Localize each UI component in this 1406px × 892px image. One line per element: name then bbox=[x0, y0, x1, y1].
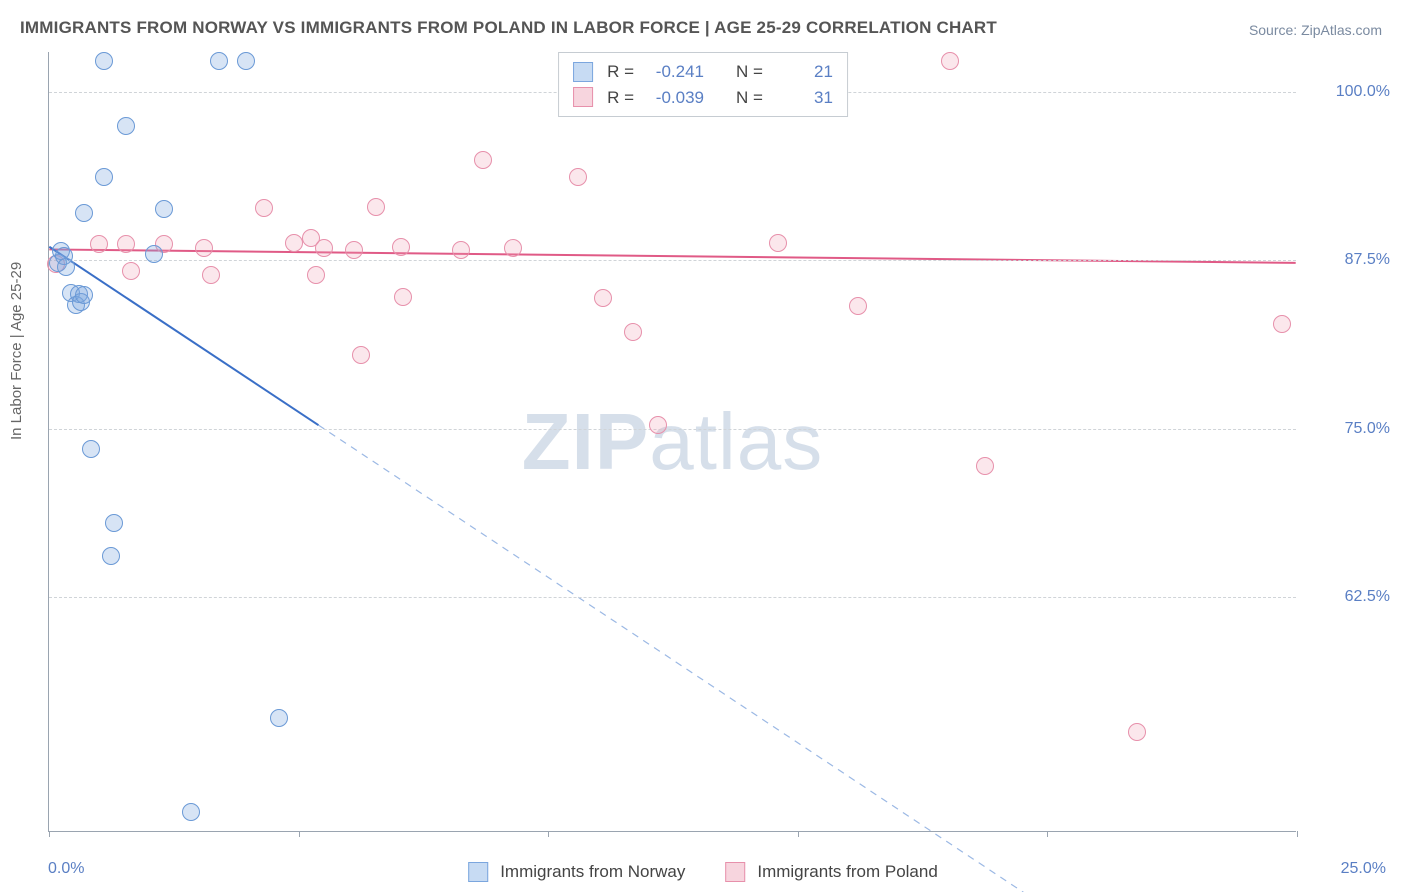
scatter-point bbox=[195, 239, 213, 257]
scatter-point bbox=[452, 241, 470, 259]
watermark: ZIPatlas bbox=[522, 396, 823, 488]
scatter-point bbox=[145, 245, 163, 263]
legend-r-value: -0.039 bbox=[644, 85, 704, 111]
y-tick-label: 87.5% bbox=[1310, 251, 1390, 269]
legend-n-label: N = bbox=[736, 59, 763, 85]
scatter-point bbox=[102, 547, 120, 565]
scatter-point bbox=[594, 289, 612, 307]
scatter-point bbox=[105, 514, 123, 532]
scatter-point bbox=[202, 266, 220, 284]
scatter-point bbox=[270, 709, 288, 727]
legend-label: Immigrants from Poland bbox=[757, 862, 937, 882]
legend-swatch bbox=[573, 62, 593, 82]
x-tick bbox=[798, 831, 799, 837]
x-axis-start-label: 0.0% bbox=[48, 860, 84, 878]
gridline bbox=[49, 429, 1296, 430]
legend-r-label: R = bbox=[607, 85, 634, 111]
scatter-point bbox=[345, 241, 363, 259]
chart-title: IMMIGRANTS FROM NORWAY VS IMMIGRANTS FRO… bbox=[20, 18, 997, 38]
legend-item: Immigrants from Norway bbox=[468, 862, 685, 882]
scatter-point bbox=[392, 238, 410, 256]
series-legend: Immigrants from Norway Immigrants from Po… bbox=[468, 862, 938, 882]
correlation-legend: R = -0.241 N = 21 R = -0.039 N = 31 bbox=[558, 52, 848, 117]
scatter-point bbox=[122, 262, 140, 280]
legend-r-label: R = bbox=[607, 59, 634, 85]
legend-n-label: N = bbox=[736, 85, 763, 111]
scatter-point bbox=[474, 151, 492, 169]
legend-n-value: 31 bbox=[773, 85, 833, 111]
x-tick bbox=[299, 831, 300, 837]
source-attribution: Source: ZipAtlas.com bbox=[1249, 22, 1382, 38]
scatter-point bbox=[1128, 723, 1146, 741]
legend-swatch bbox=[573, 87, 593, 107]
scatter-point bbox=[941, 52, 959, 70]
scatter-point bbox=[394, 288, 412, 306]
scatter-point bbox=[75, 204, 93, 222]
scatter-point bbox=[117, 117, 135, 135]
scatter-point bbox=[255, 199, 273, 217]
x-tick bbox=[49, 831, 50, 837]
scatter-point bbox=[649, 416, 667, 434]
scatter-point bbox=[75, 286, 93, 304]
scatter-point bbox=[57, 258, 75, 276]
scatter-point bbox=[210, 52, 228, 70]
scatter-point bbox=[117, 235, 135, 253]
scatter-point bbox=[95, 52, 113, 70]
legend-swatch bbox=[468, 862, 488, 882]
plot-area: ZIPatlas 62.5%75.0%87.5%100.0% bbox=[48, 52, 1296, 832]
scatter-point bbox=[569, 168, 587, 186]
scatter-point bbox=[1273, 315, 1291, 333]
scatter-point bbox=[849, 297, 867, 315]
legend-swatch bbox=[725, 862, 745, 882]
scatter-point bbox=[155, 200, 173, 218]
scatter-point bbox=[182, 803, 200, 821]
scatter-point bbox=[307, 266, 325, 284]
y-tick-label: 62.5% bbox=[1310, 588, 1390, 606]
x-tick bbox=[1047, 831, 1048, 837]
scatter-point bbox=[624, 323, 642, 341]
y-tick-label: 100.0% bbox=[1310, 83, 1390, 101]
x-axis-end-label: 25.0% bbox=[1341, 860, 1386, 878]
legend-item: Immigrants from Poland bbox=[725, 862, 937, 882]
scatter-point bbox=[237, 52, 255, 70]
scatter-point bbox=[95, 168, 113, 186]
scatter-point bbox=[976, 457, 994, 475]
legend-n-value: 21 bbox=[773, 59, 833, 85]
scatter-point bbox=[90, 235, 108, 253]
y-axis-title: In Labor Force | Age 25-29 bbox=[8, 262, 25, 440]
legend-r-value: -0.241 bbox=[644, 59, 704, 85]
scatter-point bbox=[82, 440, 100, 458]
x-tick bbox=[1297, 831, 1298, 837]
trend-lines bbox=[49, 52, 1296, 831]
scatter-point bbox=[367, 198, 385, 216]
scatter-point bbox=[769, 234, 787, 252]
gridline bbox=[49, 597, 1296, 598]
scatter-point bbox=[285, 234, 303, 252]
gridline bbox=[49, 260, 1296, 261]
scatter-point bbox=[315, 239, 333, 257]
legend-label: Immigrants from Norway bbox=[500, 862, 685, 882]
scatter-point bbox=[504, 239, 522, 257]
x-tick bbox=[548, 831, 549, 837]
y-tick-label: 75.0% bbox=[1310, 420, 1390, 438]
scatter-point bbox=[352, 346, 370, 364]
